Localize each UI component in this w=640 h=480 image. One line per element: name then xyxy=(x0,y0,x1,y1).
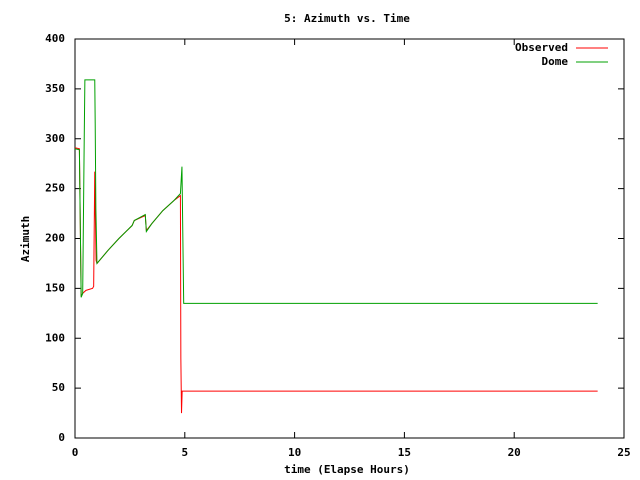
y-tick-label: 100 xyxy=(45,331,65,344)
y-tick-label: 300 xyxy=(45,132,65,145)
x-tick-label: 20 xyxy=(508,446,521,459)
x-tick-label: 0 xyxy=(72,446,79,459)
x-tick-label: 15 xyxy=(398,446,411,459)
y-tick-label: 50 xyxy=(52,381,65,394)
data-line xyxy=(74,79,598,304)
y-tick-label: 400 xyxy=(45,32,65,45)
legend-label: Observed xyxy=(515,41,568,54)
chart-title: 5: Azimuth vs. Time xyxy=(284,12,410,25)
x-tick-label: 10 xyxy=(288,446,301,459)
y-tick-label: 0 xyxy=(58,431,65,444)
x-tick-label: 25 xyxy=(617,446,630,459)
y-axis-label: Azimuth xyxy=(19,216,32,262)
y-tick-label: 150 xyxy=(45,281,65,294)
y-tick-label: 200 xyxy=(45,232,65,245)
x-axis-label: time (Elapse Hours) xyxy=(284,463,410,476)
x-tick-label: 5 xyxy=(181,446,188,459)
legend-label: Dome xyxy=(542,55,569,68)
y-tick-label: 250 xyxy=(45,182,65,195)
y-tick-label: 350 xyxy=(45,82,65,95)
